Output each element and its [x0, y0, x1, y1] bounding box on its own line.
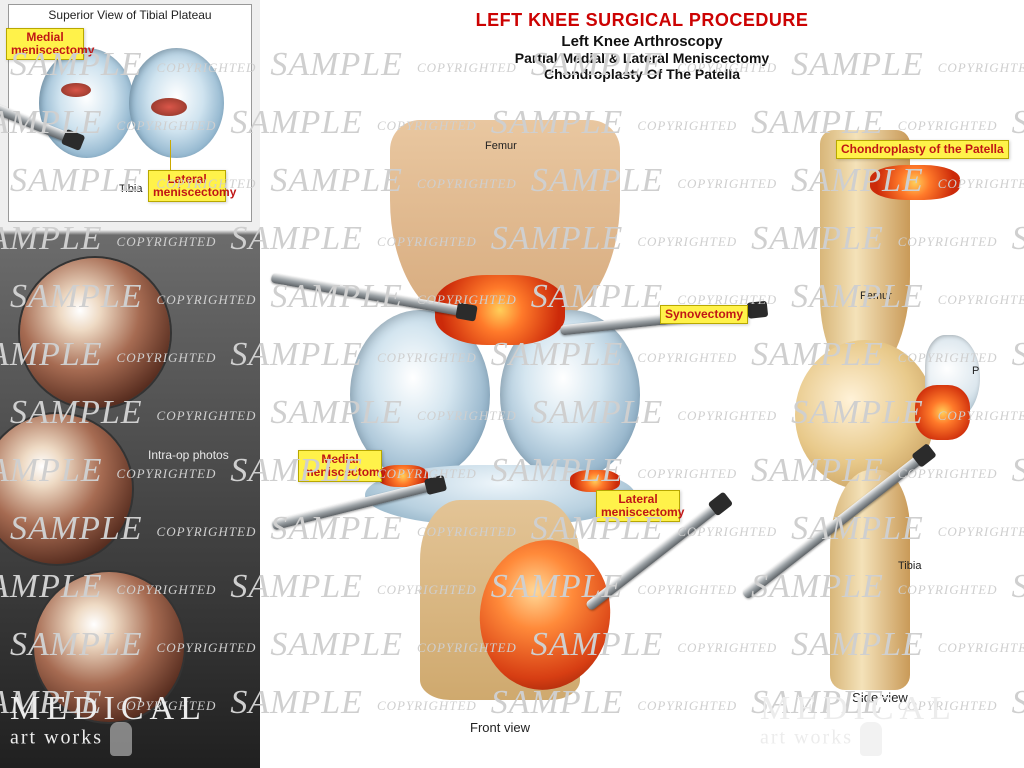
intraop-photos-label: Intra-op photos	[148, 448, 229, 462]
tibial-plateau-title: Superior View of Tibial Plateau	[9, 5, 251, 22]
header-block: LEFT KNEE SURGICAL PROCEDURE Left Knee A…	[260, 10, 1024, 82]
patella-short-label: P	[972, 365, 979, 377]
figure-icon	[860, 722, 882, 756]
brand-logo-right: MEDICAL art works	[760, 690, 957, 756]
subtitle-1: Left Knee Arthroscopy	[260, 33, 1024, 50]
figure-icon	[110, 722, 132, 756]
brand-logo-left: MEDICAL art works	[10, 690, 207, 756]
subtitle-2: Partial Medial & Lateral Meniscectomy	[260, 50, 1024, 66]
intraop-photo-1	[20, 258, 170, 408]
side-view-illustration: Femur P Tibia Side view	[740, 130, 1020, 710]
left-sidebar: Superior View of Tibial Plateau Tibia Me…	[0, 0, 260, 768]
intraop-photo-2	[0, 414, 132, 564]
callout-lateral-meniscectomy-top: Lateralmeniscectomy	[148, 170, 226, 202]
callout-synovectomy: Synovectomy	[660, 305, 748, 324]
front-view-illustration: Femur Front view	[280, 120, 720, 710]
femur-label-front: Femur	[485, 140, 517, 152]
femur-label-side: Femur	[860, 290, 892, 302]
front-view-label: Front view	[280, 720, 720, 735]
callout-medial-meniscectomy-top: Medialmeniscectomy	[6, 28, 84, 60]
callout-lateral-meniscectomy: Lateralmeniscectomy	[596, 490, 680, 522]
tibial-plateau-illustration	[39, 43, 229, 173]
tibia-label-side: Tibia	[898, 560, 921, 572]
callout-medial-meniscectomy: Medialmeniscectomy	[298, 450, 382, 482]
tibia-label: Tibia	[119, 183, 142, 195]
callout-chondroplasty: Chondroplasty of the Patella	[836, 140, 1009, 159]
subtitle-3: Chondroplasty Of The Patella	[260, 66, 1024, 82]
page-title: LEFT KNEE SURGICAL PROCEDURE	[260, 10, 1024, 31]
